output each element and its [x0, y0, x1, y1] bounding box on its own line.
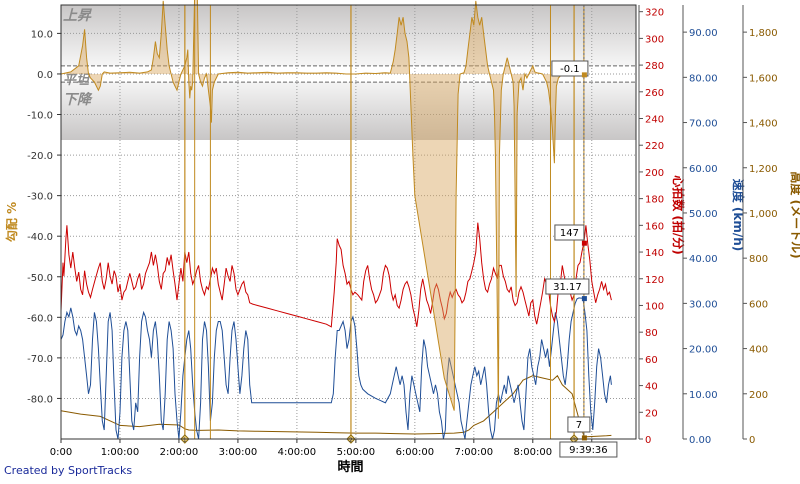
hr-tick-label: 240 [645, 115, 664, 126]
hr-tick-label: 60 [645, 355, 658, 366]
climb-band-label: 上昇 [63, 8, 92, 24]
grade-axis-title: 勾配 % [4, 202, 19, 242]
elev-axis-title: 高度 (メートル) [789, 171, 800, 258]
x-tick-label: 5:00:00 [337, 447, 376, 458]
hr-tick-label: 120 [645, 275, 664, 286]
speed-callout-box [545, 278, 590, 295]
series-layer [60, 0, 612, 440]
grade-callout-value: -0.1 [560, 64, 580, 75]
x-tick-label: 6:00:00 [396, 447, 435, 458]
grade-callout-point [581, 72, 587, 78]
speed-tick-label: 30.00 [689, 299, 718, 310]
elev-tick-label: 200 [749, 390, 768, 401]
grade-line [60, 0, 565, 419]
hr-callout-point [581, 240, 587, 246]
hr-tick-label: 80 [645, 328, 658, 339]
cursor-callouts: -0.1 147 31.17 7 9:39:36 [545, 5, 618, 458]
descent-band-label: 下降 [63, 91, 93, 108]
hr-tick-label: 300 [645, 34, 664, 45]
elev-tick-label: 1,200 [749, 164, 778, 175]
marker-label: 3 [572, 437, 576, 444]
hr-callout-value: 147 [560, 228, 579, 239]
grade-tick-label: 0.0 [37, 70, 53, 81]
speed-tick-label: 10.00 [689, 390, 718, 401]
time-callout-value: 9:39:36 [569, 445, 608, 456]
speed-line [60, 297, 612, 440]
hr-tick-label: 180 [645, 195, 664, 206]
plot-background [61, 5, 636, 439]
x-tick-label: 2:00:00 [160, 447, 199, 458]
speed-tick-label: 0.00 [689, 435, 711, 446]
grade-tick-label: 10.0 [31, 29, 53, 40]
time-callout-box [559, 441, 618, 458]
elev-tick-label: 0 [749, 435, 755, 446]
hr-tick-label: 200 [645, 168, 664, 179]
x-tick-label: 4:00:00 [278, 447, 317, 458]
grade-tick-label: -60.0 [27, 313, 53, 324]
speed-tick-label: 60.00 [689, 164, 718, 175]
hr-tick-label: 40 [645, 382, 658, 393]
elev-tick-label: 1,600 [749, 73, 778, 84]
hr-tick-label: 160 [645, 221, 664, 232]
axes: 0:00 1:00:00 2:00:00 3:00:00 4:00:00 5:00:00 6… [4, 4, 800, 475]
speed-tick-label: 50.00 [689, 209, 718, 220]
grade-callout-box [551, 60, 589, 77]
grade-tick-label: -40.0 [27, 232, 53, 243]
x-tick-label: 8:00:00 [514, 447, 553, 458]
speed-axis-title: 速度 (km/h) [731, 179, 746, 252]
hr-tick-label: 0 [645, 435, 651, 446]
elev-callout-box [567, 416, 591, 433]
hr-tick-label: 20 [645, 408, 658, 419]
elev-callout-value: 7 [576, 420, 582, 431]
hr-tick-label: 220 [645, 141, 664, 152]
elev-tick-label: 1,000 [749, 209, 778, 220]
speed-tick-label: 90.00 [689, 28, 718, 39]
x-axis-title: 時間 [337, 459, 363, 475]
descent-band [61, 82, 636, 140]
speed-tick-label: 70.00 [689, 119, 718, 130]
grade-tick-label: -70.0 [27, 354, 53, 365]
sporttracks-credit-link[interactable]: Created by SportTracks [4, 464, 133, 477]
hr-callout-box [554, 224, 585, 241]
elev-tick-label: 1,400 [749, 119, 778, 130]
grade-area [61, 0, 565, 419]
grade-tick-label: -10.0 [27, 111, 53, 122]
hr-axis-title: 心拍数 (拍/分) [671, 175, 686, 255]
hr-tick-label: 280 [645, 61, 664, 72]
x-tick-label: 0:00 [50, 447, 72, 458]
grade-tick-label: -20.0 [27, 151, 53, 162]
speed-tick-label: 20.00 [689, 345, 718, 356]
speed-callout-value: 31.17 [553, 282, 582, 293]
speed-tick-label: 80.00 [689, 73, 718, 84]
flat-band-label: 平坦 [63, 72, 91, 88]
hr-line [60, 222, 612, 328]
speed-callout-point [581, 296, 587, 302]
x-tick-label: 7:00:00 [455, 447, 494, 458]
speed-tick-label: 40.00 [689, 254, 718, 265]
climb-band [61, 5, 636, 66]
elev-tick-label: 800 [749, 254, 768, 265]
x-tick-label: 3:00:00 [219, 447, 258, 458]
marker-label: 1 [183, 437, 187, 444]
hr-tick-label: 100 [645, 301, 664, 312]
hr-tick-label: 320 [645, 8, 664, 19]
elev-tick-label: 400 [749, 345, 768, 356]
elev-callout-point [581, 435, 587, 441]
hr-tick-label: 140 [645, 248, 664, 259]
grade-tick-label: -80.0 [27, 394, 53, 405]
plot-frame [60, 4, 637, 440]
hr-tick-label: 260 [645, 88, 664, 99]
x-tick-label: 1:00:00 [101, 447, 140, 458]
elev-tick-label: 1,800 [749, 28, 778, 39]
elev-tick-label: 600 [749, 299, 768, 310]
grade-tick-label: -30.0 [27, 192, 53, 203]
marker-label: 2 [349, 437, 353, 444]
grade-tick-label: -50.0 [27, 273, 53, 284]
